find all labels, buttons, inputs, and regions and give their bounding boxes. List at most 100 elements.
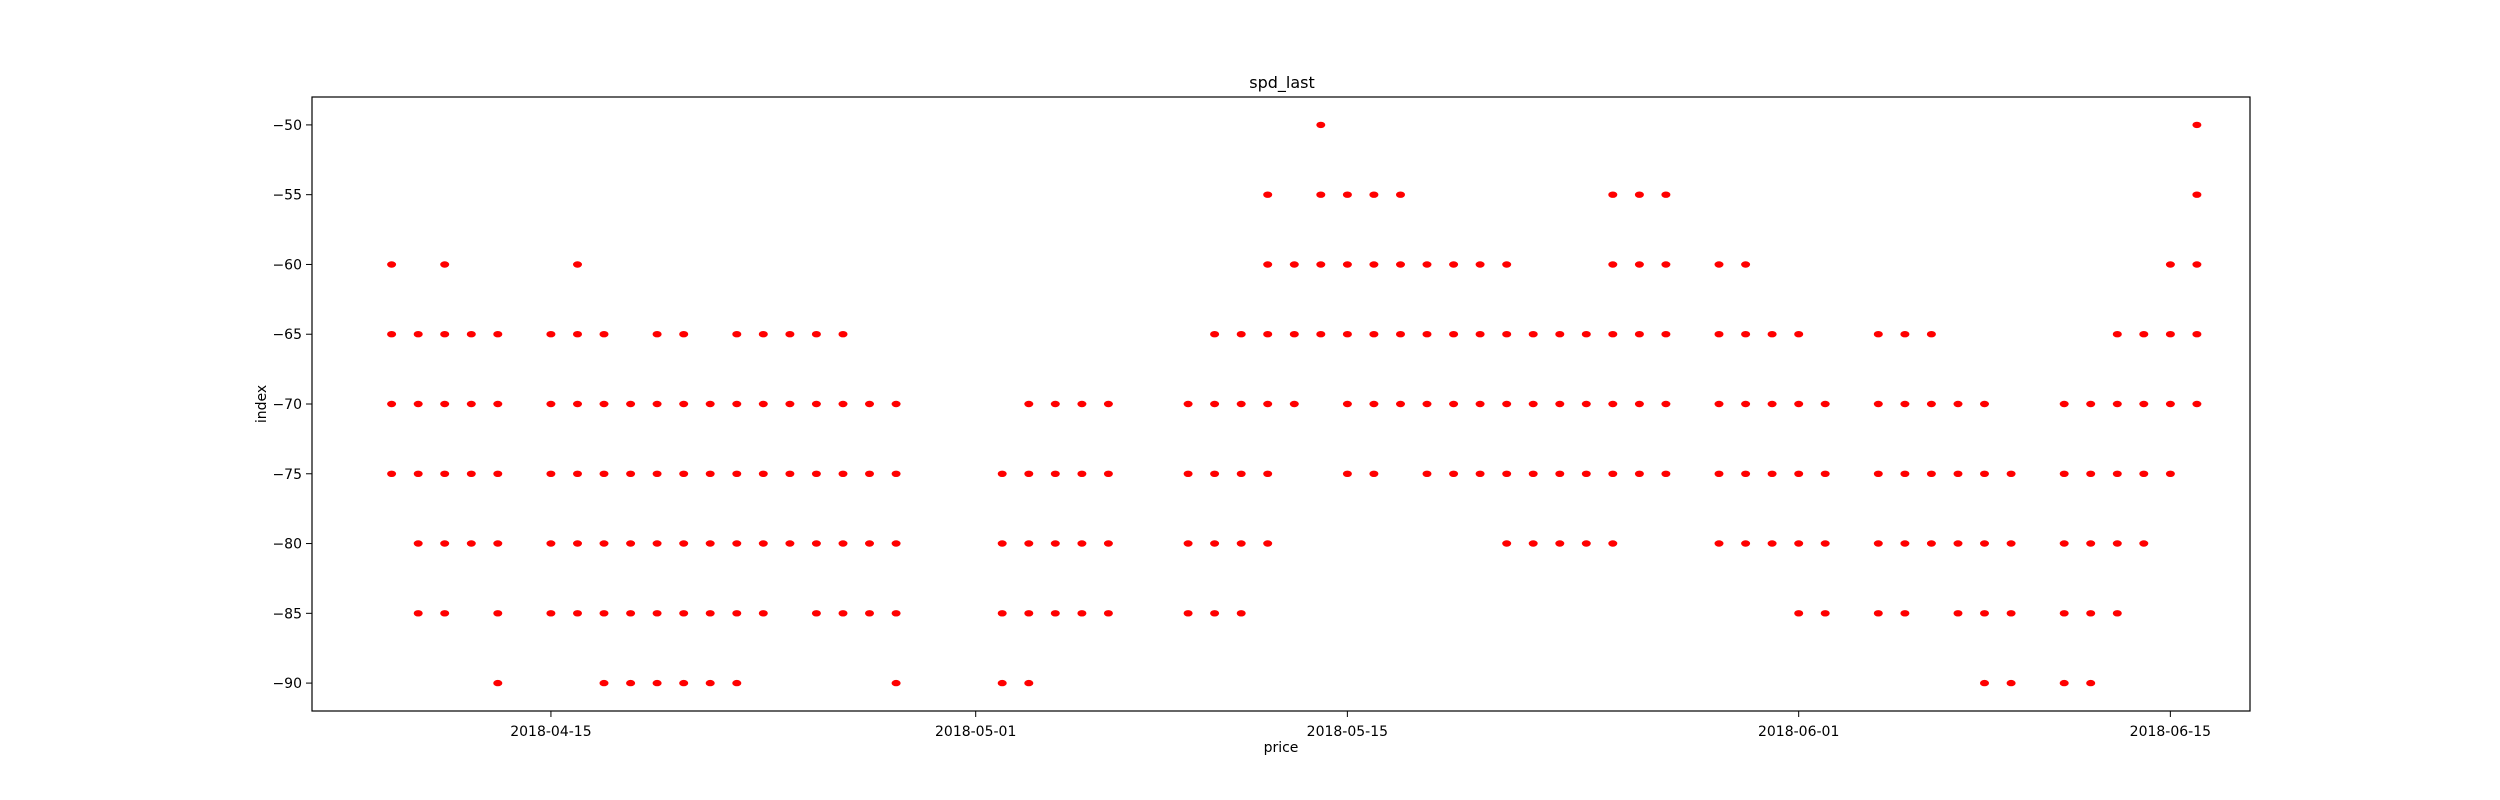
data-point [1581, 470, 1591, 477]
data-point [865, 470, 874, 477]
data-point [387, 400, 397, 408]
data-point [1077, 610, 1087, 617]
data-point [1316, 261, 1326, 268]
data-point [705, 540, 715, 547]
data-point [2165, 331, 2175, 338]
data-point [1050, 540, 1060, 547]
data-point [679, 400, 689, 408]
data-point [1236, 470, 1246, 477]
data-point [1263, 540, 1273, 547]
data-point [1608, 540, 1618, 547]
data-point [599, 400, 609, 408]
data-point [2192, 191, 2202, 198]
data-point [1369, 191, 1379, 198]
data-point [1767, 470, 1777, 477]
data-point [1820, 400, 1830, 408]
data-point [891, 400, 901, 408]
data-point [838, 331, 848, 338]
data-point [758, 331, 768, 338]
x-tick-label: 2018-06-15 [2130, 724, 2211, 740]
data-point [440, 331, 450, 338]
data-point [732, 540, 742, 547]
data-point [679, 540, 689, 547]
data-point [546, 540, 556, 547]
data-point [1794, 400, 1804, 408]
data-point [440, 610, 450, 617]
data-point [1581, 400, 1591, 408]
data-point [838, 400, 848, 408]
data-point [1820, 540, 1830, 547]
data-point [732, 470, 742, 477]
data-point [811, 400, 821, 408]
data-point [599, 331, 609, 338]
data-point [1289, 261, 1299, 268]
data-point [838, 540, 848, 547]
data-point [573, 540, 582, 547]
data-point [2192, 331, 2202, 338]
data-point [1634, 470, 1644, 477]
data-point [1741, 331, 1751, 338]
data-point [1661, 261, 1671, 268]
data-point [2165, 470, 2175, 477]
data-point [1342, 191, 1352, 198]
data-point [1926, 331, 1936, 338]
data-point [466, 400, 476, 408]
data-point [1502, 331, 1512, 338]
data-point [1528, 400, 1538, 408]
data-point [1263, 400, 1273, 408]
data-point [1422, 331, 1432, 338]
data-point [1608, 331, 1618, 338]
data-point [1608, 400, 1618, 408]
data-point [626, 679, 636, 687]
data-point [1634, 191, 1644, 198]
data-point [493, 679, 503, 687]
data-point [2112, 331, 2122, 338]
data-point [387, 470, 397, 477]
data-point [413, 470, 423, 477]
data-point [1210, 331, 1220, 338]
data-point [1502, 400, 1512, 408]
data-point [1926, 470, 1936, 477]
data-point [599, 610, 609, 617]
data-point [1741, 470, 1751, 477]
data-point [1396, 331, 1405, 338]
data-point [1555, 331, 1565, 338]
data-point [1396, 400, 1405, 408]
data-point [413, 610, 423, 617]
data-point [1634, 400, 1644, 408]
data-point [1210, 540, 1220, 547]
data-point [1900, 610, 1910, 617]
chart-title: spd_last [1249, 73, 1315, 93]
data-point [573, 470, 582, 477]
data-point [1661, 331, 1671, 338]
data-point [2059, 400, 2069, 408]
data-point [1449, 261, 1459, 268]
data-point [2086, 540, 2096, 547]
data-point [1741, 400, 1751, 408]
data-point [1608, 191, 1618, 198]
y-tick-label: −80 [272, 537, 302, 553]
data-point [1873, 331, 1883, 338]
data-point [1926, 540, 1936, 547]
data-point [1263, 191, 1273, 198]
data-point [2086, 679, 2096, 687]
data-point [466, 540, 476, 547]
data-point [1475, 331, 1485, 338]
data-point [1475, 261, 1485, 268]
data-point [2006, 679, 2016, 687]
data-point [1050, 470, 1060, 477]
data-point [1316, 121, 1326, 129]
data-point [705, 470, 715, 477]
data-point [1449, 331, 1459, 338]
data-point [1103, 400, 1113, 408]
data-point [679, 610, 689, 617]
x-tick-label: 2018-04-15 [510, 724, 591, 740]
data-point [573, 261, 582, 268]
data-point [1396, 261, 1405, 268]
data-point [891, 679, 901, 687]
data-point [387, 331, 397, 338]
data-point [466, 331, 476, 338]
data-point [1714, 400, 1724, 408]
data-point [1342, 470, 1352, 477]
data-point [1661, 191, 1671, 198]
